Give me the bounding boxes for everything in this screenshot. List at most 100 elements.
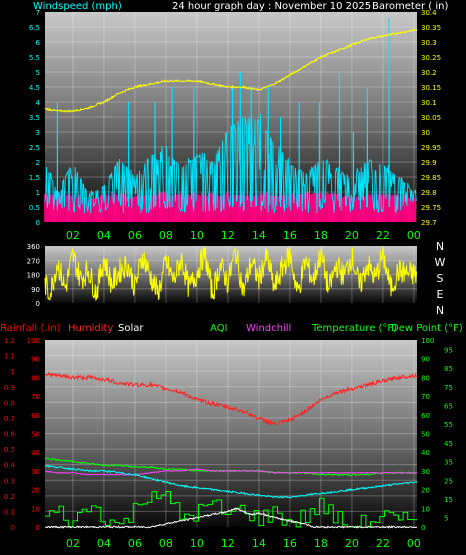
temperature-tick: 80 xyxy=(421,374,430,382)
barometer-tick: 30.35 xyxy=(421,24,441,32)
grid-lines xyxy=(45,12,417,527)
windchill-label: Windchill xyxy=(246,323,291,334)
temperature-tick-right: 25 xyxy=(444,477,453,485)
rain-tick: 0.4 xyxy=(4,462,16,470)
temperature-tick: 60 xyxy=(421,412,430,420)
chart-title: 24 hour graph day : November 10 2025 xyxy=(172,1,371,12)
rain-tick: 0 xyxy=(11,524,15,532)
bottom-time-tick: 08 xyxy=(159,537,173,550)
temperature-label: Temperature (°F) xyxy=(311,323,397,334)
rain-tick: 1 xyxy=(11,368,15,376)
compass-label: E xyxy=(437,288,444,301)
compass-label: N xyxy=(436,304,444,317)
humidity-tick: 80 xyxy=(31,374,40,382)
humidity-tick: 100 xyxy=(27,337,40,345)
barometer-tick: 29.95 xyxy=(421,144,441,152)
bottom-time-tick: 10 xyxy=(190,537,204,550)
direction-tick: 0 xyxy=(36,300,40,308)
top-time-tick: 10 xyxy=(190,229,204,242)
windspeed-tick: 2 xyxy=(36,159,40,167)
top-time-tick: 06 xyxy=(128,229,142,242)
rain-tick: 1.1 xyxy=(4,353,15,361)
humidity-tick: 10 xyxy=(31,505,40,513)
top-time-tick: 20 xyxy=(345,229,359,242)
barometer-tick: 29.8 xyxy=(421,189,437,197)
temperature-tick-right: 75 xyxy=(444,384,453,392)
windspeed-tick: 1.5 xyxy=(29,174,40,182)
windspeed-tick: 5 xyxy=(36,69,40,77)
rain-tick: 0.2 xyxy=(4,493,15,501)
temperature-line xyxy=(44,464,418,499)
barometer-axis-label: Barometer ( in) xyxy=(372,1,448,12)
rain-tick: 0.5 xyxy=(4,446,15,454)
temperature-tick-right: 45 xyxy=(444,440,453,448)
direction-tick: 360 xyxy=(27,243,40,251)
temperature-tick: 50 xyxy=(421,431,430,439)
bottom-time-tick: 18 xyxy=(314,537,328,550)
temperature-tick-right: 5 xyxy=(444,515,448,523)
barometer-tick: 29.9 xyxy=(421,159,437,167)
rain-tick: 0.8 xyxy=(4,399,15,407)
humidity-tick: 40 xyxy=(31,449,40,457)
windspeed-tick: 7 xyxy=(36,9,40,17)
dewpoint-label: Dew Point (°F) xyxy=(391,323,463,334)
solar-line xyxy=(45,507,418,529)
windspeed-tick: 4.5 xyxy=(29,84,40,92)
barometer-tick: 30 xyxy=(421,129,430,137)
temperature-tick: 100 xyxy=(421,337,434,345)
humidity-tick: 30 xyxy=(31,468,40,476)
rain-tick: 0.3 xyxy=(4,477,15,485)
rain-tick: 0.7 xyxy=(4,415,15,423)
temperature-tick-right: 95 xyxy=(444,346,453,354)
humidity-tick: 70 xyxy=(31,393,40,401)
wind-direction-line xyxy=(44,245,418,301)
windspeed-tick: 3 xyxy=(36,129,40,137)
compass-label: W xyxy=(435,256,446,269)
top-time-tick: 22 xyxy=(376,229,390,242)
top-time-tick: 18 xyxy=(314,229,328,242)
humidity-tick: 0 xyxy=(36,524,40,532)
rain-tick: 0.1 xyxy=(4,508,15,516)
humidity-line xyxy=(44,371,418,426)
bottom-time-tick: 06 xyxy=(128,537,142,550)
windchill-line xyxy=(44,468,418,476)
wind-speed-line xyxy=(44,113,417,214)
barometer-tick: 30.4 xyxy=(421,9,437,17)
windspeed-tick: 3.5 xyxy=(29,114,40,122)
temperature-tick-right: 55 xyxy=(444,421,453,429)
temperature-tick-right: 35 xyxy=(444,459,453,467)
windspeed-tick: 4 xyxy=(36,99,41,107)
top-time-tick: 14 xyxy=(252,229,266,242)
rain-tick: 0.9 xyxy=(4,384,15,392)
barometer-tick: 30.25 xyxy=(421,54,441,62)
barometer-line xyxy=(44,28,418,113)
windspeed-tick: 1 xyxy=(36,189,40,197)
top-time-tick: 16 xyxy=(283,229,297,242)
bottom-time-tick: 02 xyxy=(66,537,80,550)
direction-tick: 90 xyxy=(31,286,40,294)
windspeed-tick: 6.5 xyxy=(29,24,40,32)
windspeed-tick: 0.5 xyxy=(29,204,40,212)
barometer-tick: 30.2 xyxy=(421,69,437,77)
windspeed-tick: 2.5 xyxy=(29,144,40,152)
bottom-time-tick: 00 xyxy=(407,537,421,550)
aqi-line xyxy=(45,491,417,528)
direction-tick: 180 xyxy=(27,272,40,280)
rain-tick: 0.6 xyxy=(4,431,16,439)
windspeed-axis-label: Windspeed (mph) xyxy=(33,1,122,12)
top-time-tick: 12 xyxy=(221,229,235,242)
humidity-tick: 20 xyxy=(31,487,40,495)
bottom-time-tick: 16 xyxy=(283,537,297,550)
barometer-tick: 29.75 xyxy=(421,204,441,212)
compass-label: N xyxy=(436,240,444,253)
bottom-panel xyxy=(45,340,417,527)
temperature-tick: 30 xyxy=(421,468,430,476)
bottom-time-tick: 14 xyxy=(252,537,266,550)
temperature-tick-right: 15 xyxy=(444,496,453,504)
barometer-tick: 30.1 xyxy=(421,99,437,107)
humidity-tick: 60 xyxy=(31,412,40,420)
compass-label: S xyxy=(437,272,444,285)
tick-labels: 0 0.5 1 1.5 2 2.5 3 3.5 4 4.5 5 5.5 6 6.5 7 29.7 29.75 29… xyxy=(4,9,453,550)
top-time-tick: 02 xyxy=(66,229,80,242)
